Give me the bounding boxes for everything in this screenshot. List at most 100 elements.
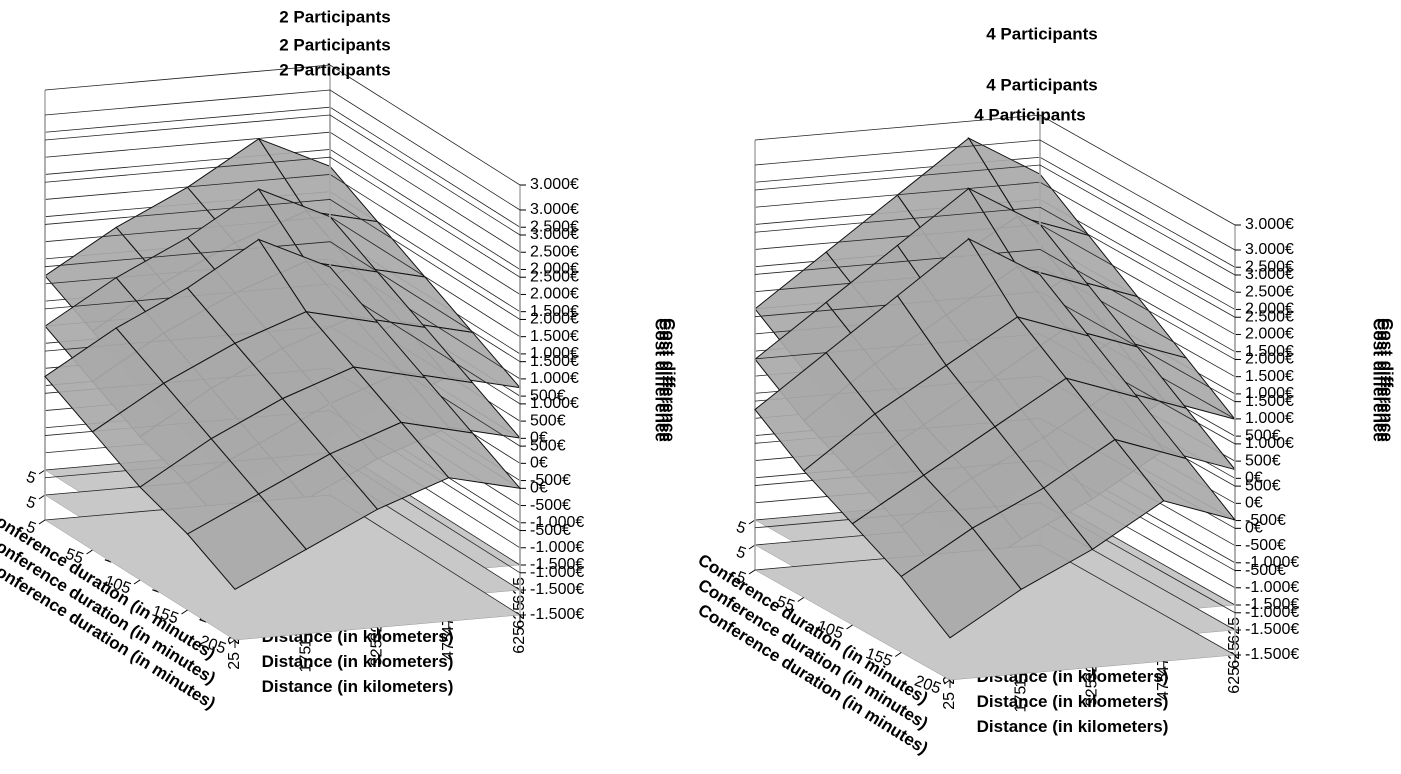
z-tick-label: -1.000€ <box>530 564 584 581</box>
z-tick-label: 0€ <box>1245 495 1263 512</box>
y-tick-label: 475 <box>440 633 457 660</box>
z-tick-label: 3.000€ <box>530 201 579 218</box>
grid-line <box>44 89 521 211</box>
chart-title: 2 Participants <box>279 35 391 54</box>
z-tick-label: 500€ <box>1245 427 1281 444</box>
chart-title: 2 Participants <box>279 60 391 79</box>
x-tick-label: 5 <box>734 544 748 563</box>
z-tick-label: -1.500€ <box>1245 596 1299 613</box>
z-tick-label: 1.000€ <box>1245 385 1294 402</box>
x-tick <box>748 569 756 575</box>
z-tick-label: 3.000€ <box>1245 241 1294 258</box>
z-axis-label: Cost difference <box>660 318 679 442</box>
x-tick <box>38 469 46 475</box>
grid-line <box>754 206 1236 318</box>
chart-title: 4 Participants <box>986 24 1098 43</box>
z-axis-label: Cost difference <box>656 318 675 442</box>
grid-line <box>44 241 521 363</box>
grid-line <box>754 114 1236 226</box>
z-tick-label: -500€ <box>530 522 571 539</box>
surface-patch <box>399 421 522 490</box>
z-tick-label: 1.500€ <box>530 353 579 370</box>
y-tick-label: 625 <box>1226 667 1243 694</box>
y-axis-label: Distance (in kilometers) <box>262 677 454 696</box>
chart-title: 4 Participants <box>986 75 1098 94</box>
z-tick-label: 1.500€ <box>1245 368 1294 385</box>
grid-line <box>44 156 521 278</box>
x-tick <box>38 494 46 500</box>
z-tick-label: -1.000€ <box>1245 579 1299 596</box>
grid-line <box>44 114 521 236</box>
z-tick-label: -1.500€ <box>1245 621 1299 638</box>
z-tick-label: 500€ <box>530 412 566 429</box>
x-tick-label: 55 <box>63 546 86 568</box>
z-tick-label: 3.000€ <box>1245 266 1294 283</box>
x-tick <box>228 639 236 645</box>
y-axis-label: Distance (in kilometers) <box>977 692 1169 711</box>
z-tick-label: 2.000€ <box>1245 326 1294 343</box>
z-tick-label: 0€ <box>1245 470 1263 487</box>
z-tick-label: 2.500€ <box>530 218 579 235</box>
y-tick-label: 325 <box>369 639 386 666</box>
y-axis-label: Distance (in kilometers) <box>262 652 454 671</box>
x-tick <box>86 549 93 555</box>
z-tick-label: 500€ <box>1245 452 1281 469</box>
z-tick-label: -1.500€ <box>530 556 584 573</box>
x-tick-label: 5 <box>734 519 748 538</box>
z-tick-label: 2.500€ <box>530 243 579 260</box>
grid-line <box>44 64 521 186</box>
z-axis-label: Cost difference <box>1370 318 1389 442</box>
z-tick-label: -1.500€ <box>1245 646 1299 663</box>
z-tick-label: 1.000€ <box>1245 435 1294 452</box>
z-tick-label: -500€ <box>530 472 571 489</box>
z-tick-label: 2.000€ <box>530 286 579 303</box>
z-tick-label: 2.500€ <box>530 268 579 285</box>
z-tick-label: 2.500€ <box>1245 283 1294 300</box>
x-tick <box>133 579 141 585</box>
z-tick-label: 500€ <box>530 437 566 454</box>
z-tick-label: -500€ <box>1245 537 1286 554</box>
z-tick-label: 2.500€ <box>1245 258 1294 275</box>
x-tick-label: 5 <box>24 469 38 488</box>
z-axis-label: Cost difference <box>1374 318 1393 442</box>
z-tick-label: 3.000€ <box>530 226 579 243</box>
z-tick-label: 1.000€ <box>530 395 579 412</box>
x-tick <box>797 597 805 602</box>
z-tick-label: 2.000€ <box>530 311 579 328</box>
y-tick-label: 175 <box>1012 686 1029 713</box>
x-tick <box>38 519 46 525</box>
z-tick-label: 0€ <box>530 455 548 472</box>
x-tick <box>846 624 853 630</box>
z-tick-label: 3.000€ <box>1245 216 1294 233</box>
z-tick-label: 1.500€ <box>1245 343 1294 360</box>
z-tick-label: 2.500€ <box>1245 308 1294 325</box>
z-tick-label: -1.000€ <box>1245 554 1299 571</box>
y-tick-label: 625 <box>511 627 528 654</box>
z-tick-label: 500€ <box>530 387 566 404</box>
z-axis-label: Cost difference <box>1378 318 1397 442</box>
z-tick-label: 1.000€ <box>530 345 579 362</box>
y-tick-label: 25 <box>941 692 958 710</box>
z-tick-label: -500€ <box>1245 512 1286 529</box>
y-tick-label: 475 <box>1155 673 1172 700</box>
x-tick-label: 5 <box>24 494 38 513</box>
chart-title: 4 Participants <box>974 105 1086 124</box>
z-tick-label: -500€ <box>1245 562 1286 579</box>
y-tick-label: 325 <box>1084 679 1101 706</box>
grid-line <box>754 139 1236 251</box>
z-tick-label: -1.000€ <box>530 539 584 556</box>
z-tick-label: 2.000€ <box>1245 351 1294 368</box>
grid-line <box>754 249 1236 360</box>
z-tick-label: -1.500€ <box>530 581 584 598</box>
grid-line <box>44 199 521 320</box>
z-tick-label: 2.000€ <box>1245 301 1294 318</box>
z-tick-label: 1.500€ <box>1245 393 1294 410</box>
z-tick-label: 2.000€ <box>530 261 579 278</box>
chart-title: 2 Participants <box>279 7 391 26</box>
z-tick-label: 0€ <box>530 430 548 447</box>
z-tick-label: 1.500€ <box>530 303 579 320</box>
z-tick-label: 3.000€ <box>530 176 579 193</box>
z-tick-label: -500€ <box>530 497 571 514</box>
